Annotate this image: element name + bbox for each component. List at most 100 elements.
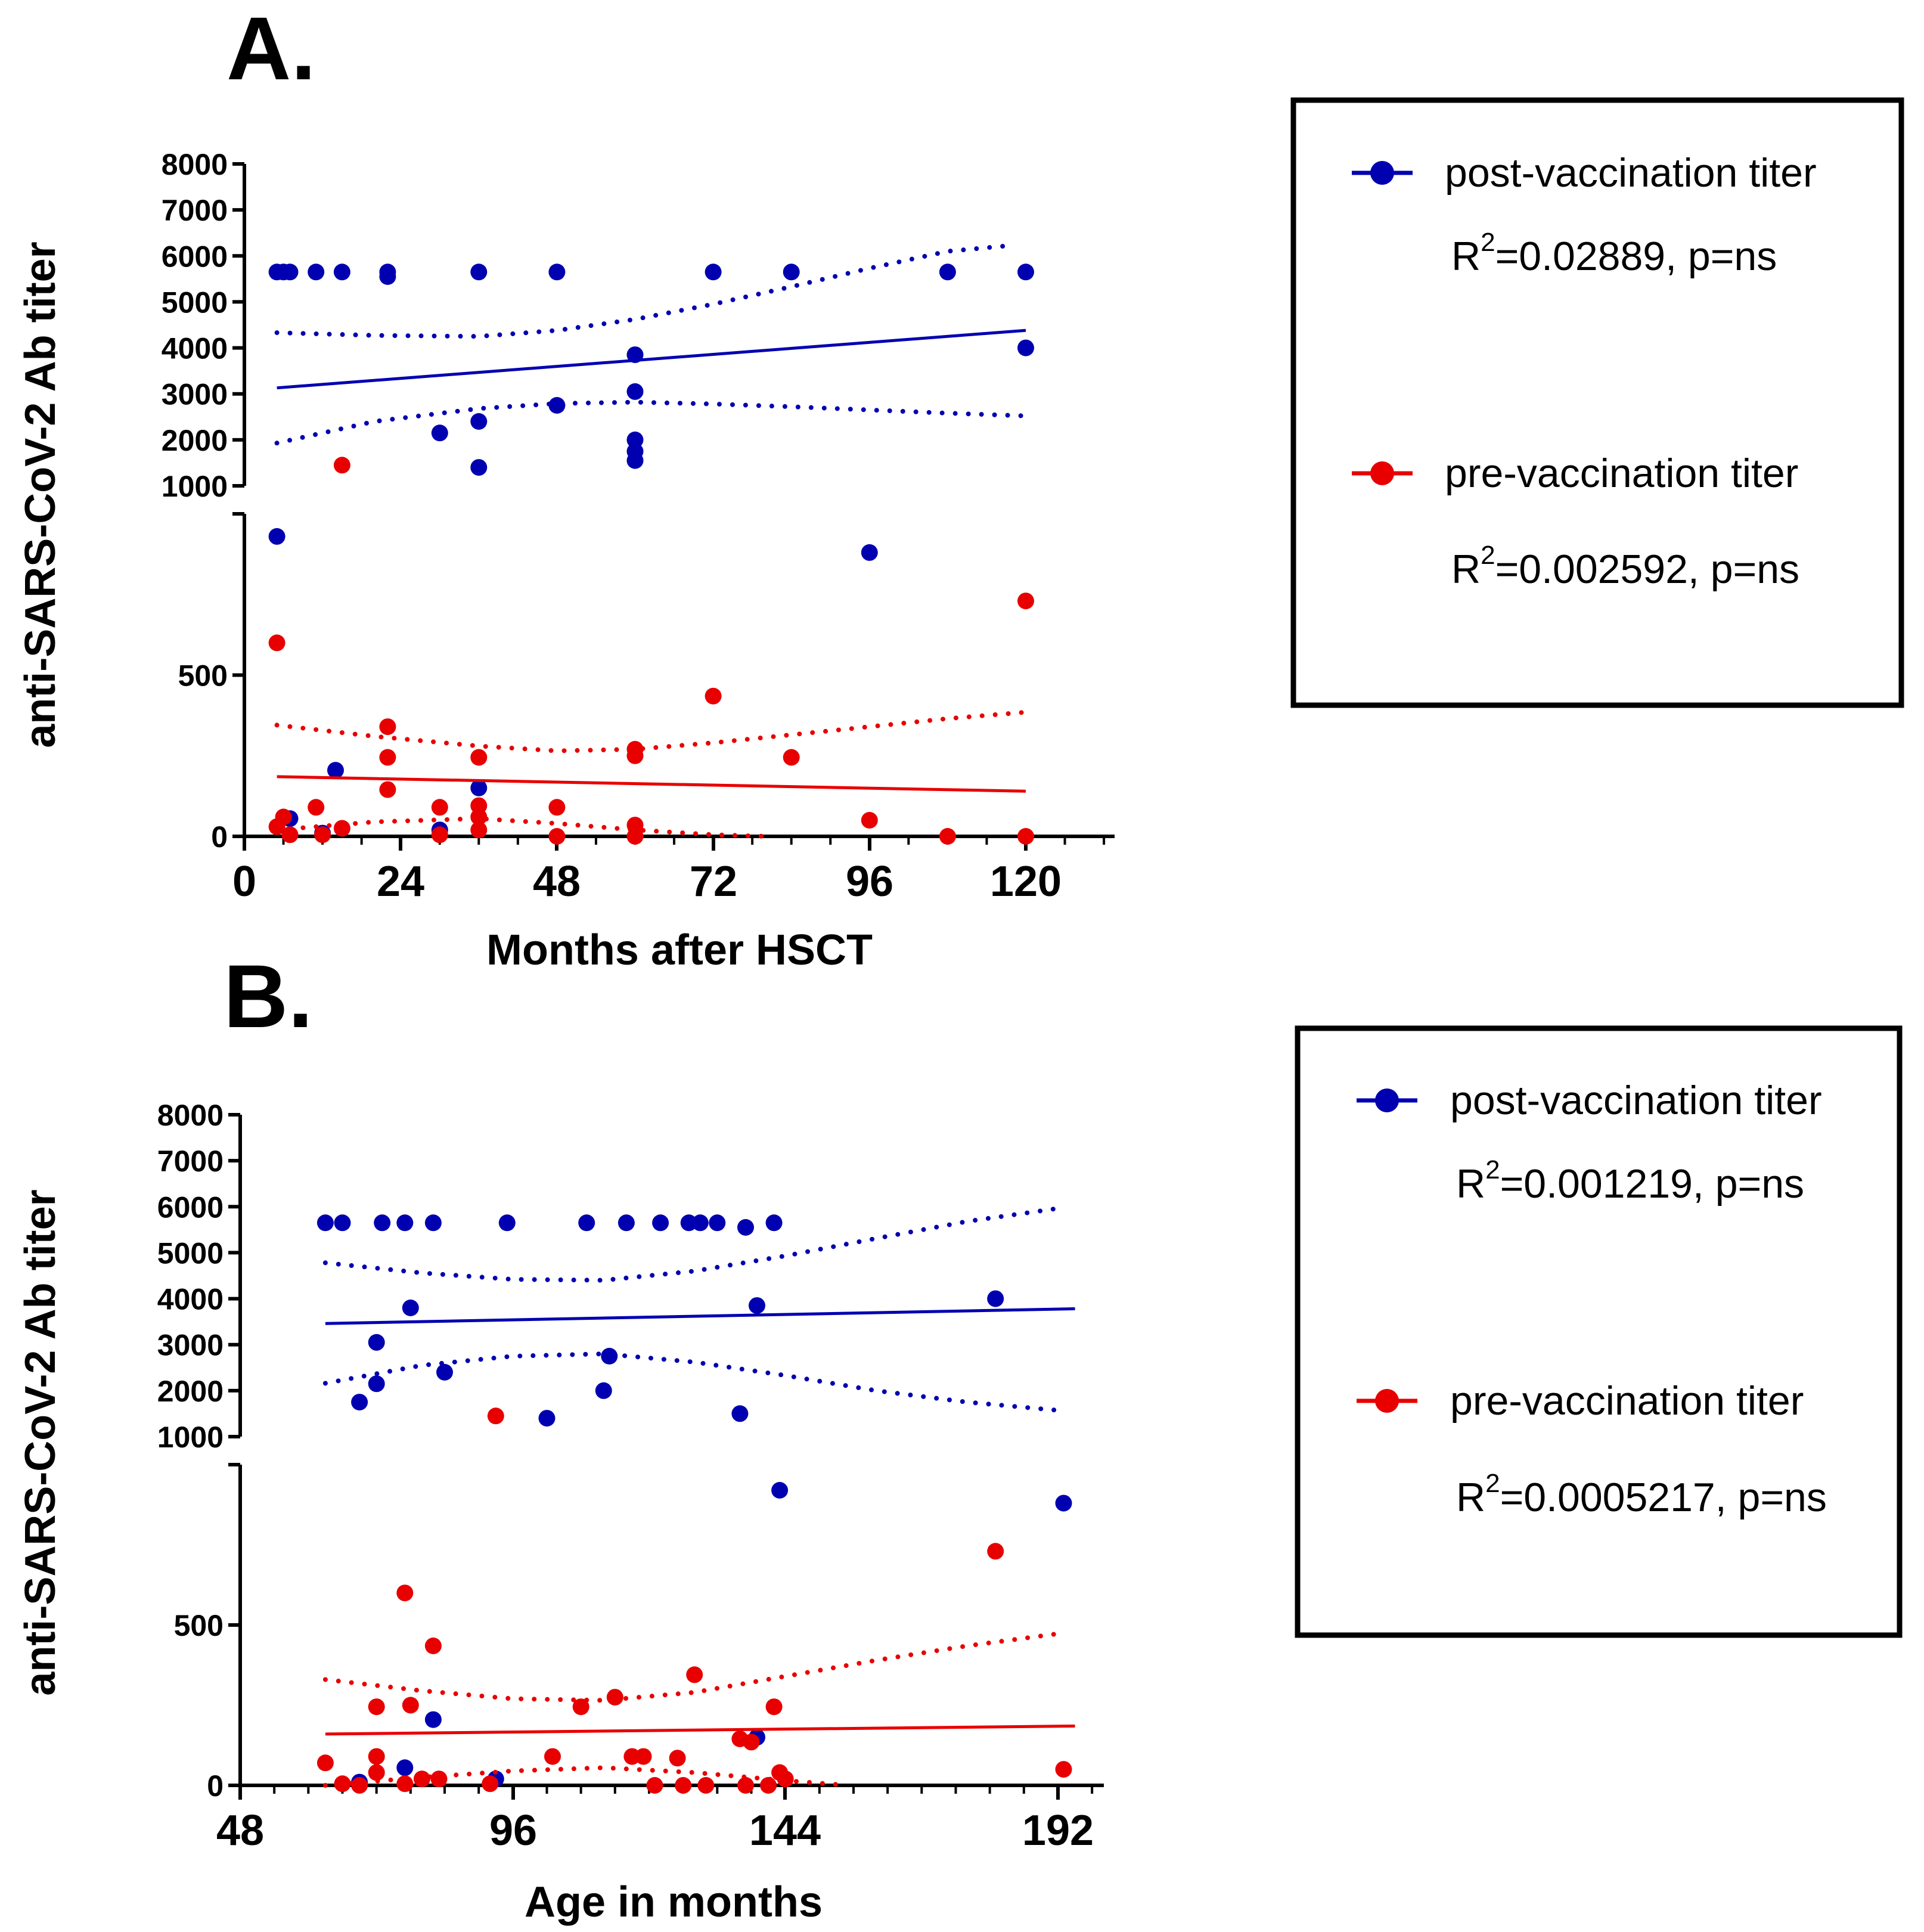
- panel-b-pre-point: [368, 1698, 385, 1716]
- panel-a-ytick-label: 8000: [162, 148, 228, 181]
- panel-b-pre-point: [396, 1775, 414, 1793]
- panel-a-ytick-label: 1000: [162, 470, 228, 503]
- panel-b-pre-point: [697, 1777, 715, 1794]
- panel-a-post-point: [861, 544, 878, 561]
- panel-a-post-point: [470, 459, 488, 476]
- panel-b-xtick-label: 48: [216, 1807, 264, 1855]
- panel-b-post-ci-lower-band: [322, 1351, 1066, 1413]
- panel-b-pre-point: [669, 1750, 686, 1767]
- panel-a-post-point: [1017, 263, 1034, 281]
- panel-b-post-point: [316, 1214, 334, 1232]
- panel-a-post-point: [626, 452, 644, 469]
- panel-b-pre-point: [1055, 1761, 1072, 1778]
- panel-b-ylabel: anti-SARS-CoV-2 Ab titer: [17, 1189, 64, 1695]
- panel-a-post-point: [1017, 339, 1034, 356]
- panel-a-ytick-label: 5000: [162, 286, 228, 319]
- panel-a-post-point: [548, 263, 566, 281]
- panel-b-pre-point: [396, 1584, 414, 1602]
- panel-a-ytick-label: 7000: [162, 194, 228, 227]
- panel-b-pre-point: [430, 1770, 448, 1788]
- panel-b-pre-point: [413, 1770, 430, 1788]
- panel-a-pre-point: [470, 749, 488, 766]
- panel-b-pre-point: [737, 1777, 754, 1794]
- panel-a-ytick-label: 4000: [162, 332, 228, 365]
- panel-b-post-point: [749, 1297, 765, 1314]
- panel-a-pre-point: [379, 718, 396, 736]
- panel-b-post-point: [601, 1348, 618, 1365]
- legend-a-post-stats-r: R: [1451, 234, 1481, 279]
- legend-a-pre-stats: R2=0.002592, p=ns: [1451, 541, 1799, 592]
- panel-b-pre-ci-upper-band: [322, 1630, 1066, 1703]
- legend-b-pre-marker: [1375, 1389, 1399, 1413]
- legend-b-post-stats: R2=0.001219, p=ns: [1456, 1155, 1804, 1207]
- panel-b-post-point: [652, 1214, 669, 1232]
- panel-b-post-point: [731, 1405, 749, 1422]
- panel-b-xtick-label: 192: [1022, 1807, 1094, 1855]
- panel-b-post-point: [578, 1214, 595, 1232]
- panel-b-pre-point: [351, 1777, 368, 1794]
- panel-b-post-point: [334, 1214, 351, 1232]
- panel-a-post-point: [327, 762, 344, 779]
- legend-b-box: [1295, 1025, 1903, 1638]
- panel-b-pre-point: [482, 1775, 499, 1793]
- panel-b-pre-point: [646, 1777, 663, 1794]
- panel-a-post-point: [333, 263, 350, 281]
- panel-b-pre-point: [368, 1748, 385, 1765]
- panel-b-ytick-label: 5000: [157, 1236, 224, 1270]
- panel-b-ytick-label: 3000: [157, 1329, 224, 1362]
- panel-a-ytick-label: 0: [211, 820, 228, 854]
- panel-a-xtick-label: 120: [990, 858, 1062, 905]
- panel-b-ytick-label: 0: [207, 1769, 224, 1803]
- legend-b-post-label: post-vaccination titer: [1450, 1078, 1822, 1123]
- panel-b-pre-point: [606, 1689, 623, 1706]
- panel-b-plot: 1000 2000 3000 4000 5000 6000 7000 8000 0 500 48 96…: [157, 1099, 1104, 1855]
- panel-a-pre-point: [1017, 593, 1034, 610]
- panel-b-post-fit-line: [325, 1307, 1075, 1325]
- legend-a-post-marker: [1370, 161, 1394, 185]
- panel-a-post-point: [705, 263, 722, 281]
- panel-b-pre-point: [368, 1764, 385, 1781]
- panel-b-post-point: [1055, 1494, 1072, 1512]
- legend-b-pre-stats-r: R: [1456, 1475, 1485, 1520]
- panel-a-pre-point: [861, 812, 878, 829]
- panel-b-pre-point: [777, 1770, 794, 1788]
- panel-a-pre-point: [548, 799, 566, 816]
- panel-b-post-point: [424, 1711, 442, 1728]
- panel-b-ytick-label: 500: [174, 1609, 224, 1642]
- panel-b-post-point: [737, 1219, 754, 1236]
- panel-b-ytick-label: 1000: [157, 1421, 224, 1454]
- panel-a-post-point: [626, 431, 644, 448]
- panel-b-pre-point: [334, 1775, 351, 1793]
- panel-a-pre-point: [939, 828, 956, 845]
- legend-b-pre-stats-rest: =0.0005217, p=ns: [1500, 1475, 1827, 1520]
- panel-b-post-point: [771, 1482, 789, 1499]
- panel-a-xtick-label: 96: [846, 858, 893, 905]
- panel-b-post-point: [691, 1214, 709, 1232]
- panel-b-post-point: [351, 1394, 368, 1411]
- panel-b-pre-point: [316, 1754, 334, 1772]
- panel-a-post-point: [626, 383, 644, 400]
- panel-a-pre-point: [548, 828, 566, 845]
- panel-b-post-point: [436, 1364, 453, 1381]
- panel-a-pre-point: [1017, 828, 1034, 845]
- panel-b-xlabel: Age in months: [525, 1878, 823, 1926]
- panel-a-ylabel: anti-SARS-CoV-2 Ab titer: [17, 241, 64, 748]
- legend-a-pre-label: pre-vaccination titer: [1445, 451, 1798, 496]
- panel-b-pre-point: [765, 1698, 783, 1716]
- panel-a-ytick-label: 500: [178, 659, 228, 693]
- legend-a-pre-marker: [1370, 461, 1394, 485]
- panel-a-label: A.: [226, 0, 316, 98]
- panel-a-post-point: [548, 397, 566, 414]
- panel-b-ytick-label: 8000: [157, 1099, 224, 1132]
- panel-b-ytick-label: 2000: [157, 1375, 224, 1408]
- panel-b-post-point: [396, 1214, 414, 1232]
- panel-a-pre-point: [308, 799, 325, 816]
- panel-b-post-point: [402, 1300, 419, 1316]
- panel-a-xtick-label: 0: [232, 858, 256, 905]
- legend-b-post-stats-sup: 2: [1485, 1155, 1500, 1184]
- panel-a-post-point: [939, 263, 956, 281]
- panel-b-xtick-label: 96: [489, 1807, 537, 1855]
- panel-a-post-point: [268, 528, 286, 545]
